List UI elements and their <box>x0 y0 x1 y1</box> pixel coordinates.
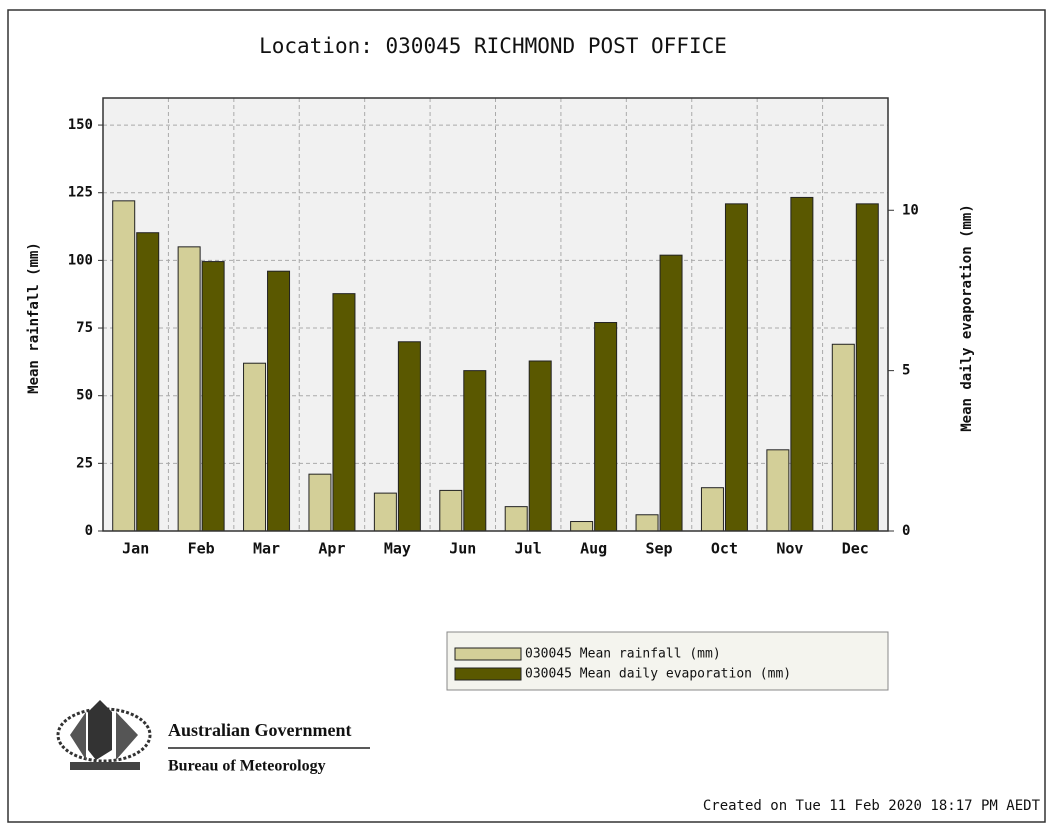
y2-tick-label: 5 <box>902 363 910 379</box>
y2-tick-label: 0 <box>902 523 910 539</box>
y2-axis-label: Mean daily evaporation (mm) <box>959 204 975 432</box>
bar <box>766 449 790 532</box>
y2-tick-label: 10 <box>902 202 919 218</box>
x-tick-label: Aug <box>580 540 607 558</box>
y-tick-label: 50 <box>76 388 93 404</box>
x-tick-label: Mar <box>253 540 280 558</box>
y-tick-label: 125 <box>68 185 93 201</box>
y-axis-label: Mean rainfall (mm) <box>26 242 42 394</box>
x-tick-label: Dec <box>842 540 869 558</box>
x-tick-label: May <box>384 540 411 558</box>
x-tick-label: Feb <box>188 540 215 558</box>
footer: Created on Tue 11 Feb 2020 18:17 PM AEDT <box>703 798 1041 814</box>
logo-line1: Australian Government <box>168 720 352 740</box>
bar <box>177 246 201 532</box>
logo-line2: Bureau of Meteorology <box>168 758 326 775</box>
bar <box>724 203 748 532</box>
bar <box>504 506 528 532</box>
bar <box>659 254 683 532</box>
bar <box>373 492 397 532</box>
x-tick-label: Oct <box>711 540 738 558</box>
logo-crest <box>56 700 152 770</box>
x-tick-label: Nov <box>776 540 803 558</box>
y-tick-label: 75 <box>76 320 93 336</box>
x-tick-label: Sep <box>645 540 672 558</box>
x-tick-label: Apr <box>318 540 345 558</box>
bar <box>831 343 855 532</box>
legend-swatch <box>454 647 522 661</box>
bar <box>201 261 225 532</box>
bar <box>700 487 724 532</box>
legend-label: 030045 Mean daily evaporation (mm) <box>525 667 791 682</box>
bar <box>332 293 356 532</box>
bar <box>136 232 160 532</box>
bar <box>243 362 267 532</box>
bar <box>397 341 421 532</box>
x-tick-label: Jan <box>122 540 149 558</box>
bar <box>308 473 332 532</box>
x-tick-label: Jul <box>515 540 542 558</box>
bar <box>790 196 814 532</box>
bar <box>463 370 487 532</box>
bar <box>528 360 552 532</box>
y-tick-label: 150 <box>68 117 93 133</box>
bar <box>439 489 463 532</box>
bar <box>855 203 879 532</box>
y-tick-label: 100 <box>68 252 93 268</box>
x-tick-label: Jun <box>449 540 476 558</box>
legend-swatch <box>454 667 522 681</box>
bar <box>570 521 594 532</box>
bar <box>635 514 659 532</box>
y-tick-label: 0 <box>85 523 93 539</box>
plot-border <box>102 97 889 532</box>
bar <box>267 270 291 532</box>
legend-label: 030045 Mean rainfall (mm) <box>525 647 721 662</box>
chart-title: Location: 030045 RICHMOND POST OFFICE <box>259 34 727 58</box>
y-tick-label: 25 <box>76 455 93 471</box>
bar <box>594 322 618 532</box>
bar <box>112 200 136 532</box>
